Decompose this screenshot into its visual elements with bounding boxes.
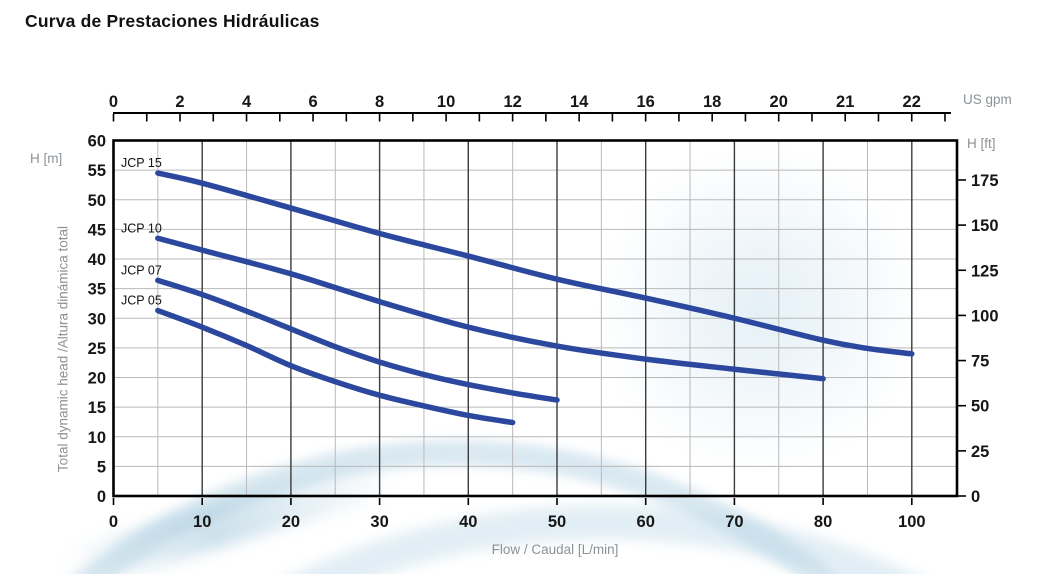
left-axis-tick-label: 5 (97, 458, 106, 476)
left-axis-title: Total dynamic head /Altura dinámica tota… (55, 225, 71, 473)
left-axis-tick-label: 20 (88, 370, 106, 388)
top-axis-tick-label: 16 (636, 93, 654, 111)
top-axis-unit-label: US gpm (963, 92, 1012, 107)
right-axis-unit-label: H [ft] (967, 136, 996, 151)
bottom-axis-tick-label: 70 (725, 513, 743, 531)
left-axis-tick-label: 30 (88, 310, 106, 328)
top-axis-tick-label: 20 (770, 93, 788, 111)
bottom-axis-tick-label: 40 (459, 513, 477, 531)
bottom-axis-label: Flow / Caudal [L/min] (491, 542, 619, 557)
left-axis-tick-label: 50 (88, 192, 106, 210)
left-axis-tick-label: 55 (88, 162, 106, 180)
curve-label: JCP 15 (121, 156, 162, 170)
bottom-axis-tick-label: 30 (370, 513, 388, 531)
top-axis-tick-label: 6 (308, 93, 317, 111)
bottom-axis-tick-label: 0 (109, 513, 118, 531)
page-title: Curva de Prestaciones Hidráulicas (25, 11, 320, 31)
curve-jcp-05 (155, 307, 516, 426)
left-axis-unit-label: H [m] (30, 151, 63, 166)
bottom-axis-tick-label: 20 (282, 513, 300, 531)
top-axis-tick-label: 2 (175, 93, 184, 111)
bottom-axis-tick-label: 100 (898, 513, 926, 531)
curve-label: JCP 05 (121, 294, 162, 308)
left-axis-tick-label: 60 (88, 133, 106, 151)
left-axis-tick-label: 35 (88, 281, 106, 299)
bottom-axis-tick-label: 10 (193, 513, 211, 531)
right-axis-tick-label: 50 (971, 398, 989, 416)
right-axis-tick-label: 175 (971, 172, 999, 190)
top-axis-tick-label: 10 (437, 93, 455, 111)
left-axis-tick-label: 0 (97, 488, 106, 506)
top-axis-tick-label: 0 (109, 93, 118, 111)
left-axis-tick-label: 45 (88, 221, 106, 239)
right-axis-tick-label: 125 (971, 262, 999, 280)
bottom-axis-tick-label: 80 (814, 513, 832, 531)
curve-label: JCP 10 (121, 221, 162, 235)
top-axis-tick-label: 21 (836, 93, 854, 111)
top-axis-tick-label: 4 (242, 93, 252, 111)
top-axis-tick-label: 8 (375, 93, 384, 111)
curve-jcp-07 (155, 277, 560, 403)
left-axis-tick-label: 40 (88, 251, 106, 269)
right-axis-tick-label: 150 (971, 217, 999, 235)
left-axis-tick-label: 25 (88, 340, 106, 358)
bottom-axis-tick-label: 50 (548, 513, 566, 531)
right-axis-tick-label: 25 (971, 443, 989, 461)
top-axis-tick-label: 22 (903, 93, 921, 111)
top-axis-tick-label: 14 (570, 93, 589, 111)
right-axis-tick-label: 0 (971, 488, 980, 506)
left-axis-tick-label: 10 (88, 429, 106, 447)
top-axis-tick-label: 12 (503, 93, 521, 111)
right-axis-tick-label: 75 (971, 353, 989, 371)
right-axis-tick-label: 100 (971, 307, 999, 325)
curve-label: JCP 07 (121, 263, 162, 277)
top-axis-tick-label: 18 (703, 93, 721, 111)
bottom-axis-tick-label: 60 (637, 513, 655, 531)
left-axis-tick-label: 15 (88, 399, 106, 417)
